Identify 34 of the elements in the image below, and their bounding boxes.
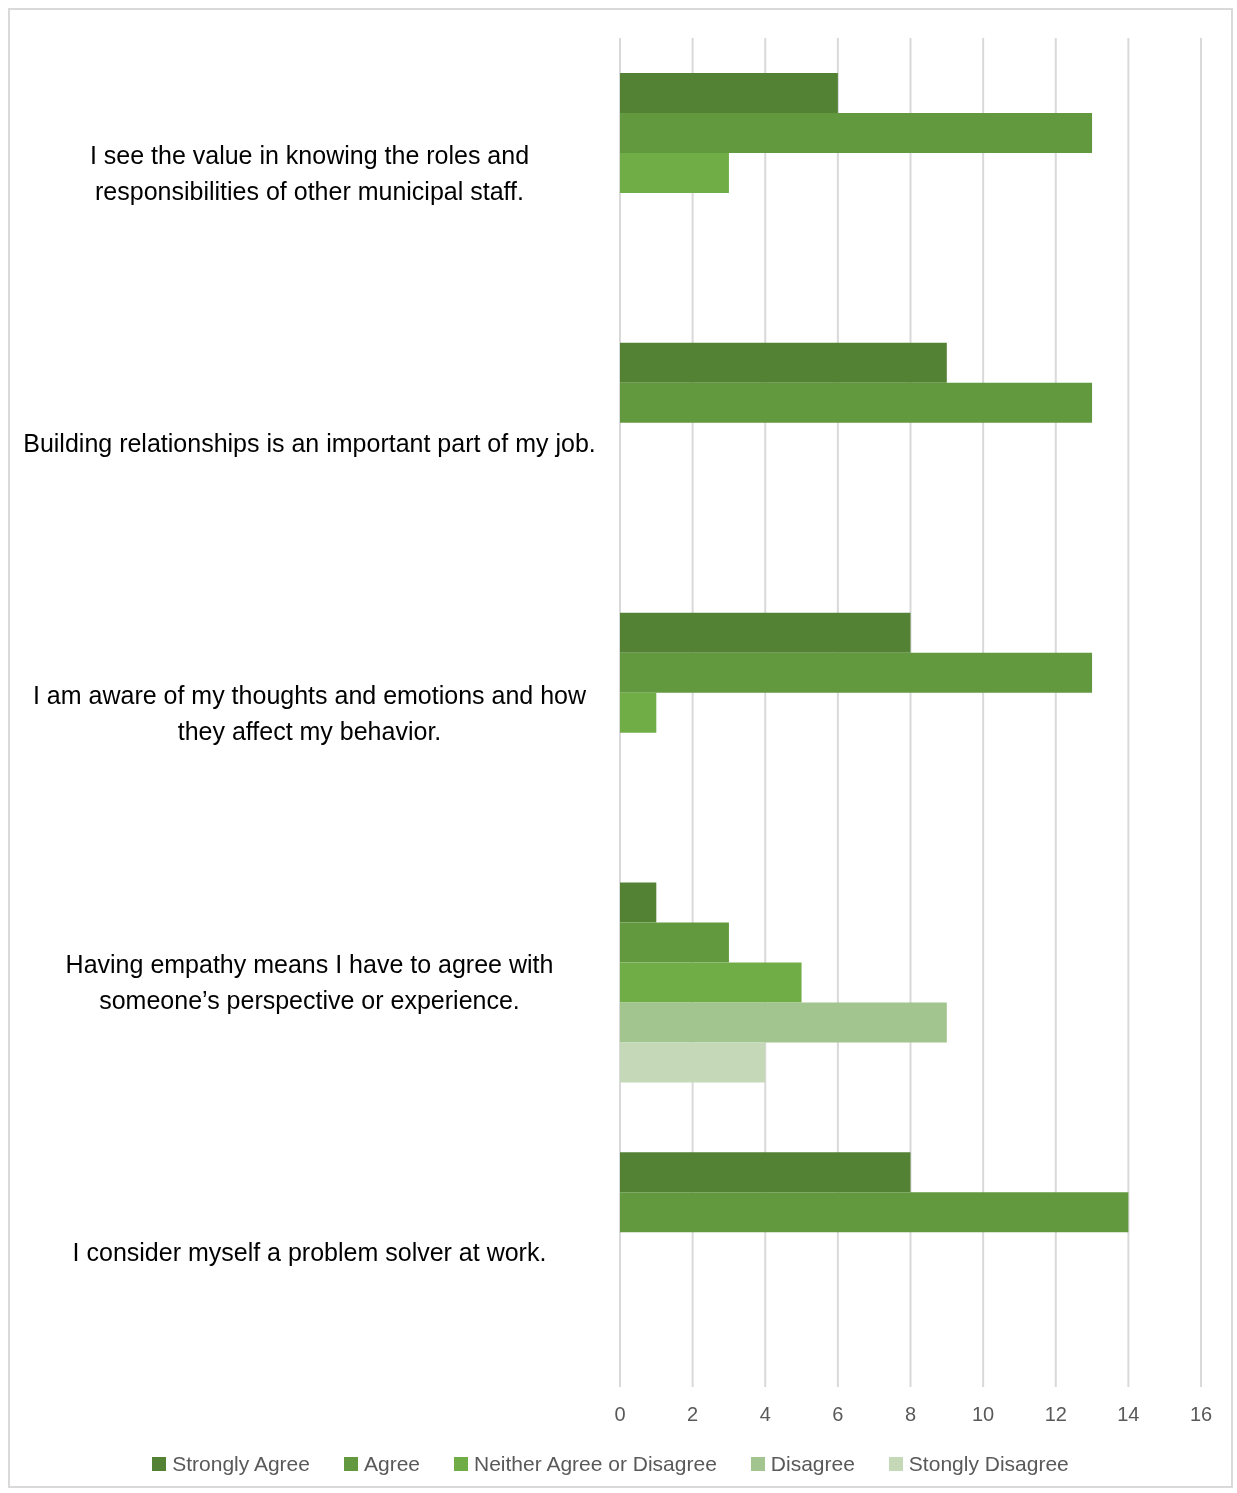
y-tick-label: I consider myself a problem solver at work.: [72, 1237, 547, 1269]
x-tick-label: 4: [759, 1403, 771, 1426]
bar: [620, 342, 947, 383]
legend-label: Stongly Disagree: [908, 1452, 1069, 1476]
y-tick-label: Building relationships is an important part of my job.: [23, 427, 596, 459]
legend-label: Disagree: [770, 1452, 855, 1476]
bar: [620, 882, 657, 923]
bar: [620, 612, 911, 653]
y-tick-label: Having empathy means I have to agree with someone’s perspective or experience.: [64, 949, 555, 1017]
bar: [620, 113, 1093, 154]
bar: [620, 382, 1093, 423]
x-tick-label: 2: [687, 1403, 699, 1426]
bar: [620, 652, 1093, 693]
bar: [620, 1042, 766, 1083]
x-tick-label: 16: [1189, 1403, 1213, 1426]
legend-label: Neither Agree or Disagree: [474, 1452, 717, 1476]
bar: [620, 922, 729, 963]
bar: [620, 1152, 911, 1193]
legend-label: Agree: [363, 1452, 421, 1476]
x-tick-label: 12: [1044, 1403, 1067, 1426]
x-tick-label: 8: [904, 1403, 917, 1426]
x-tick-label: 10: [972, 1403, 995, 1426]
y-tick-label: I see the value in knowing the roles and responsibilities of other municipal staff.: [88, 139, 531, 207]
bar: [620, 1192, 1129, 1233]
legend-label: Strongly Agree: [172, 1452, 310, 1476]
bar: [620, 1002, 947, 1043]
x-tick-label: 14: [1117, 1403, 1140, 1426]
y-tick-label: I am aware of my thoughts and emotions and how they affect my behavior.: [31, 679, 588, 747]
bar: [620, 153, 729, 194]
bar: [620, 692, 657, 733]
x-tick-label: 0: [614, 1403, 626, 1426]
bar: [620, 962, 802, 1003]
x-tick-label: 6: [832, 1403, 844, 1426]
bar: [620, 73, 838, 114]
